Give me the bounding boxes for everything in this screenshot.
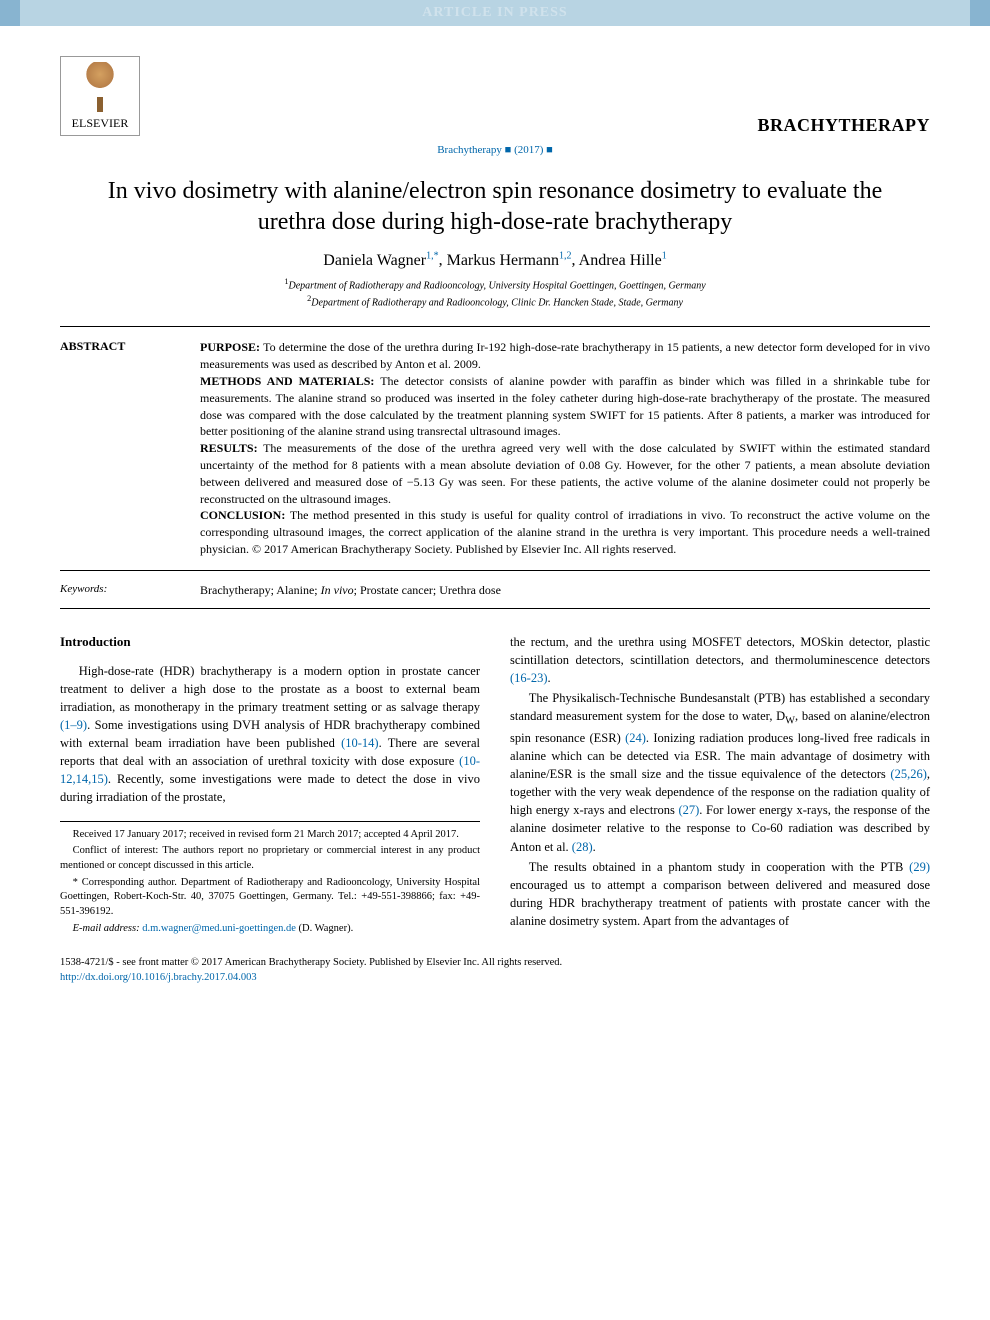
ref-link-29[interactable]: (29) [909,860,930,874]
methods-label: METHODS AND MATERIALS: [200,374,374,388]
col2-paragraph-1: the rectum, and the urethra using MOSFET… [510,633,930,687]
ref-link-16-23[interactable]: (16-23) [510,671,548,685]
elsevier-tree-icon [75,62,125,112]
email-link[interactable]: d.m.wagner@med.uni-goettingen.de [142,923,296,934]
affiliation-2: 2Department of Radiotherapy and Radioonc… [60,293,930,310]
footer-copyright: 1538-4721/$ - see front matter © 2017 Am… [60,956,930,971]
keywords-row: Keywords: Brachytherapy; Alanine; In viv… [60,577,930,609]
ref-link-1-9[interactable]: (1–9) [60,718,87,732]
ref-link-24[interactable]: (24) [625,731,646,745]
column-right: the rectum, and the urethra using MOSFET… [510,633,930,939]
header-row: ELSEVIER BRACHYTHERAPY [60,56,930,136]
body-columns: Introduction High-dose-rate (HDR) brachy… [60,633,930,939]
authors-line: Daniela Wagner1,*, Markus Hermann1,2, An… [60,250,930,269]
footnote-received: Received 17 January 2017; received in re… [60,828,480,843]
affiliation-1: 1Department of Radiotherapy and Radioonc… [60,276,930,293]
abstract-block: ABSTRACT PURPOSE: To determine the dose … [60,326,930,570]
doi-link[interactable]: http://dx.doi.org/10.1016/j.brachy.2017.… [60,972,257,983]
purpose-label: PURPOSE: [200,340,260,354]
col2-paragraph-2: The Physikalisch-Technische Bundesanstal… [510,689,930,856]
conclusion-label: CONCLUSION: [200,508,285,522]
author-2: Markus Hermann1,2 [447,252,572,269]
footnote-email: E-mail address: d.m.wagner@med.uni-goett… [60,922,480,937]
citation-line: Brachytherapy ■ (2017) ■ [60,144,930,156]
affiliations: 1Department of Radiotherapy and Radioonc… [60,276,930,311]
banner-corner-left [0,0,20,26]
intro-paragraph-1: High-dose-rate (HDR) brachytherapy is a … [60,662,480,807]
ref-link-28[interactable]: (28) [572,840,593,854]
column-left: Introduction High-dose-rate (HDR) brachy… [60,633,480,939]
ref-link-27[interactable]: (27) [678,803,699,817]
banner-corner-right [970,0,990,26]
ref-link-10-14[interactable]: (10-14) [341,736,379,750]
elsevier-logo-text: ELSEVIER [72,116,129,131]
article-title: In vivo dosimetry with alanine/electron … [100,176,890,238]
footnote-corresponding: * Corresponding author. Department of Ra… [60,876,480,920]
page-content: ELSEVIER BRACHYTHERAPY Brachytherapy ■ (… [0,26,990,1006]
author-3: Andrea Hille1 [579,252,667,269]
author-1: Daniela Wagner1,* [323,252,438,269]
keywords-label: Keywords: [60,583,170,598]
results-label: RESULTS: [200,441,258,455]
page-footer: 1538-4721/$ - see front matter © 2017 Am… [60,956,930,985]
footnotes: Received 17 January 2017; received in re… [60,821,480,937]
article-in-press-banner: ARTICLE IN PRESS [0,0,990,26]
banner-text: ARTICLE IN PRESS [422,5,567,20]
conclusion-text: The method presented in this study is us… [200,508,930,556]
ref-link-25-26[interactable]: (25,26) [890,767,926,781]
purpose-text: To determine the dose of the urethra dur… [200,340,930,371]
journal-name: BRACHYTHERAPY [757,115,930,136]
abstract-text: PURPOSE: To determine the dose of the ur… [200,339,930,557]
results-text: The measurements of the dose of the uret… [200,441,930,505]
col2-paragraph-3: The results obtained in a phantom study … [510,858,930,931]
intro-header: Introduction [60,633,480,652]
footnote-conflict: Conflict of interest: The authors report… [60,844,480,873]
keywords-text: Brachytherapy; Alanine; In vivo; Prostat… [200,583,501,598]
elsevier-logo: ELSEVIER [60,56,140,136]
abstract-label: ABSTRACT [60,339,170,557]
